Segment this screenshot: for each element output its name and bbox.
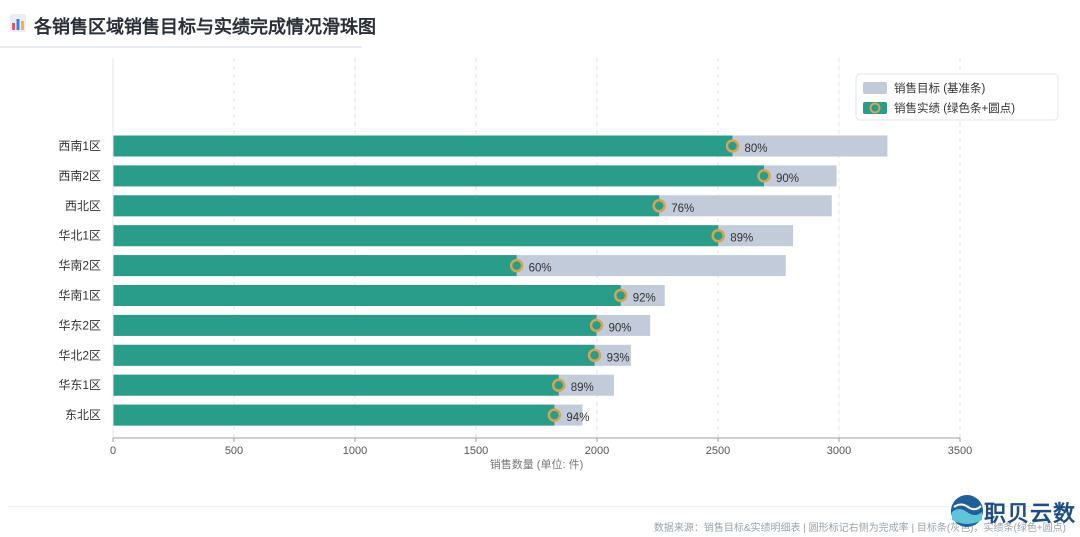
- actual-bar: [113, 314, 597, 336]
- legend-swatch-target: [863, 82, 887, 94]
- actual-bar: [113, 255, 517, 277]
- y-tick-label: 华南1区: [58, 288, 101, 303]
- completion-rate-label: 90%: [776, 173, 799, 185]
- actual-marker: [652, 199, 666, 213]
- bar-row: 西南1区 80%: [58, 135, 888, 157]
- x-tick-label: 500: [225, 445, 243, 457]
- bar-row: 华东1区 89%: [58, 374, 614, 396]
- y-tick-label: 华北1区: [58, 229, 101, 243]
- actual-bar: [113, 195, 660, 217]
- completion-rate-label: 76%: [671, 203, 694, 215]
- bar-row: 东北区 94%: [65, 404, 589, 426]
- y-tick-label: 西南2区: [58, 168, 101, 183]
- completion-rate-label: 60%: [529, 263, 552, 275]
- y-tick-label: 华东2区: [58, 318, 101, 332]
- actual-bar: [113, 374, 559, 396]
- slider-bead-chart: 西南1区 80% 西南2区 90% 西北区 76% 华北1区 89% 华南2区 60% 华南1区 92…: [58, 58, 1059, 471]
- actual-marker: [613, 288, 628, 303]
- chart-legend: 销售目标 (基准条) 销售实绩 (绿色条+圆点): [855, 73, 1059, 121]
- y-tick-label: 东北区: [65, 408, 101, 422]
- legend-label-target: 销售目标 (基准条): [894, 81, 986, 95]
- completion-rate-label: 92%: [633, 293, 656, 305]
- x-tick-label: 2500: [706, 445, 730, 457]
- brand-logo: 职贝云数: [950, 492, 1078, 532]
- actual-bar: [113, 165, 764, 187]
- x-tick-label: 0: [110, 445, 116, 457]
- bar-row: 华北1区 89%: [58, 225, 794, 247]
- x-axis: 0 500 1000 1500 2000 2500 3000 3500 销售数量 (单位: 件): [110, 58, 972, 471]
- bar-row: 华北2区 93%: [58, 344, 631, 366]
- actual-bar: [113, 285, 621, 306]
- y-tick-label: 华北2区: [58, 348, 101, 362]
- x-tick-label: 3000: [827, 445, 851, 457]
- actual-marker: [757, 169, 771, 183]
- actual-marker: [711, 228, 725, 243]
- completion-rate-label: 93%: [607, 352, 630, 364]
- y-tick-label: 华东1区: [58, 378, 101, 392]
- x-tick-label: 1500: [464, 445, 488, 457]
- y-tick-label: 西北区: [65, 199, 101, 213]
- actual-marker: [587, 348, 602, 363]
- bar-chart-icon: [10, 14, 26, 32]
- x-tick-label: 3500: [948, 445, 972, 457]
- wave-logo-icon: [951, 495, 983, 527]
- y-tick-label: 西南1区: [58, 138, 101, 153]
- brand-name: 职贝云数: [984, 501, 1077, 526]
- actual-marker: [552, 378, 566, 392]
- page-title: 各销售区域销售目标与实绩完成情况滑珠图: [34, 17, 376, 37]
- actual-marker: [547, 408, 562, 422]
- x-tick-label: 1000: [343, 445, 367, 457]
- title-bar: 各销售区域销售目标与实绩完成情况滑珠图: [0, 0, 376, 48]
- actual-bar: [113, 404, 555, 426]
- bar-row: 华南2区 60%: [58, 255, 786, 277]
- completion-rate-label: 94%: [566, 412, 589, 424]
- actual-bar: [113, 344, 595, 366]
- actual-bar: [113, 225, 719, 247]
- actual-marker: [725, 139, 740, 153]
- footer-divider: [8, 506, 1072, 507]
- actual-bar: [113, 135, 733, 157]
- x-axis-label: 销售数量 (单位: 件): [490, 457, 584, 471]
- actual-marker: [509, 258, 524, 273]
- bar-row: 西南2区 90%: [58, 165, 837, 187]
- y-tick-label: 华南2区: [58, 258, 101, 273]
- legend-marker-actual: [869, 102, 881, 114]
- completion-rate-label: 89%: [730, 233, 753, 245]
- bar-row: 华南1区 92%: [58, 285, 665, 306]
- legend-box: [855, 73, 1059, 121]
- completion-rate-label: 89%: [571, 382, 594, 394]
- bar-row: 西北区 76%: [65, 195, 832, 217]
- completion-rate-label: 80%: [745, 143, 768, 155]
- x-tick-label: 2000: [585, 445, 609, 457]
- completion-rate-label: 90%: [609, 322, 632, 334]
- actual-marker: [589, 318, 604, 333]
- legend-label-actual: 销售实绩 (绿色条+圆点): [894, 101, 1015, 115]
- chart-bars: 西南1区 80% 西南2区 90% 西北区 76% 华北1区 89% 华南2区 60% 华南1区 92…: [58, 135, 888, 426]
- bar-row: 华东2区 90%: [58, 314, 651, 336]
- footer-note: 数据来源：销售目标&实绩明细表 | 圆形标记右侧为完成率 | 目标条(灰色)，实…: [653, 523, 1066, 534]
